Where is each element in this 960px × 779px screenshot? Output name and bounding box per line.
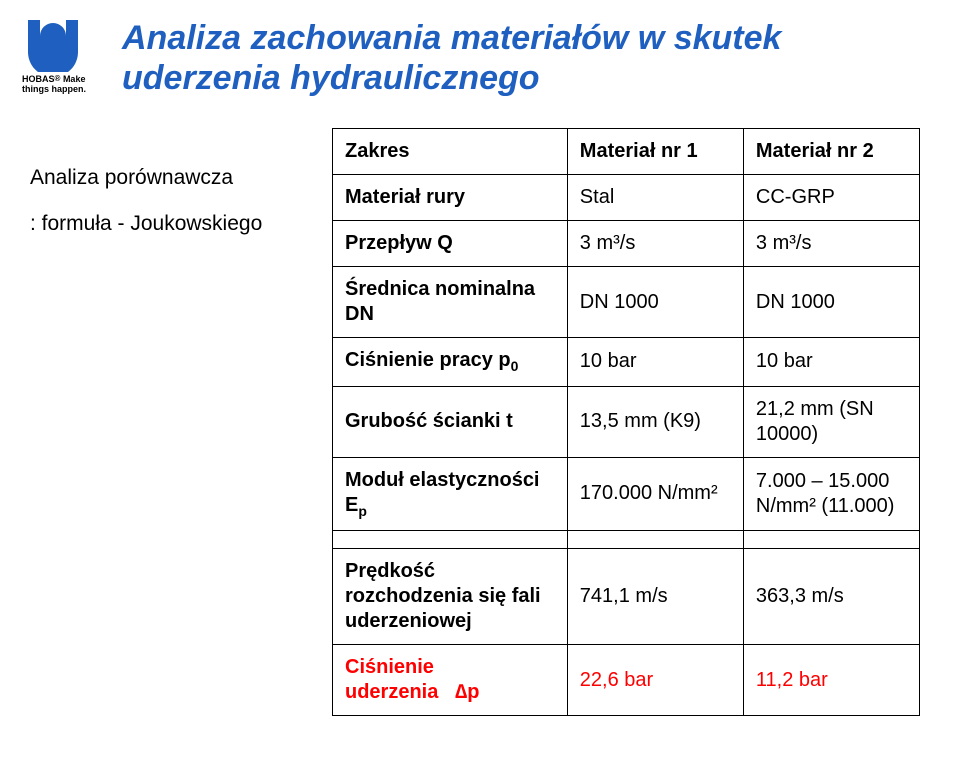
- cell-val2: 3 m³/s: [743, 221, 919, 267]
- cell-val1: 13,5 mm (K9): [567, 386, 743, 457]
- cell-label: Prędkość rozchodzenia się fali uderzenio…: [333, 549, 568, 645]
- cell-val2: 10 bar: [743, 338, 919, 387]
- cell-val2: CC-GRP: [743, 175, 919, 221]
- table-spacer: [333, 531, 920, 549]
- hdr-material2: Materiał nr 2: [743, 129, 919, 175]
- brand-name-line: HOBAS® Make things happen.: [22, 74, 112, 94]
- cell-val1: DN 1000: [567, 267, 743, 338]
- cell-val2: DN 1000: [743, 267, 919, 338]
- cell-label: Średnica nominalna DN: [333, 267, 568, 338]
- slide: HOBAS® Make things happen. Analiza zacho…: [0, 0, 960, 779]
- brand-name: HOBAS: [22, 74, 55, 84]
- brand-reg: ®: [55, 74, 61, 83]
- cell-label: Grubość ścianki t: [333, 386, 568, 457]
- table-row: Prędkość rozchodzenia się fali uderzenio…: [333, 549, 920, 645]
- table-row: Grubość ścianki t 13,5 mm (K9) 21,2 mm (…: [333, 386, 920, 457]
- data-table: Zakres Materiał nr 1 Materiał nr 2 Mater…: [332, 128, 920, 716]
- hdr-material1: Materiał nr 1: [567, 129, 743, 175]
- table-header-row: Zakres Materiał nr 1 Materiał nr 2: [333, 129, 920, 175]
- cell-label: Ciśnienie pracy p0: [333, 338, 568, 387]
- cell-val1: 741,1 m/s: [567, 549, 743, 645]
- table-row: Moduł elastyczności Ep 170.000 N/mm² 7.0…: [333, 457, 920, 531]
- table-row-highlight: Ciśnienie uderzenia ∆p 22,6 bar 11,2 bar: [333, 645, 920, 716]
- hdr-zakres: Zakres: [333, 129, 568, 175]
- title-line-2: uderzenia hydraulicznego: [122, 59, 540, 97]
- cell-label: Moduł elastyczności Ep: [333, 457, 568, 531]
- cell-val1: 22,6 bar: [567, 645, 743, 716]
- brand-logo-icon: [22, 20, 84, 72]
- cell-val2: 11,2 bar: [743, 645, 919, 716]
- title-line-1: Analiza zachowania materiałów w skutek: [122, 19, 781, 57]
- cell-val2: 21,2 mm (SN 10000): [743, 386, 919, 457]
- cell-val1: 170.000 N/mm²: [567, 457, 743, 531]
- data-table-wrap: Zakres Materiał nr 1 Materiał nr 2 Mater…: [332, 128, 920, 716]
- brand-logo-block: HOBAS® Make things happen.: [22, 20, 112, 94]
- cell-val1: 10 bar: [567, 338, 743, 387]
- left-text-1: Analiza porównawcza: [30, 166, 332, 190]
- page-title: Analiza zachowania materiałów w skutek u…: [122, 18, 920, 98]
- table-row: Ciśnienie pracy p0 10 bar 10 bar: [333, 338, 920, 387]
- left-text-2: : formuła - Joukowskiego: [30, 212, 332, 236]
- cell-label: Materiał rury: [333, 175, 568, 221]
- table-row: Średnica nominalna DN DN 1000 DN 1000: [333, 267, 920, 338]
- cell-val2: 7.000 – 15.000 N/mm² (11.000): [743, 457, 919, 531]
- table-row: Materiał rury Stal CC-GRP: [333, 175, 920, 221]
- table-row: Przepływ Q 3 m³/s 3 m³/s: [333, 221, 920, 267]
- cell-val1: Stal: [567, 175, 743, 221]
- cell-val1: 3 m³/s: [567, 221, 743, 267]
- left-column: Analiza porównawcza : formuła - Joukowsk…: [22, 128, 332, 716]
- cell-label: Ciśnienie uderzenia ∆p: [333, 645, 568, 716]
- cell-val2: 363,3 m/s: [743, 549, 919, 645]
- main-row: Analiza porównawcza : formuła - Joukowsk…: [22, 128, 920, 716]
- cell-label: Przepływ Q: [333, 221, 568, 267]
